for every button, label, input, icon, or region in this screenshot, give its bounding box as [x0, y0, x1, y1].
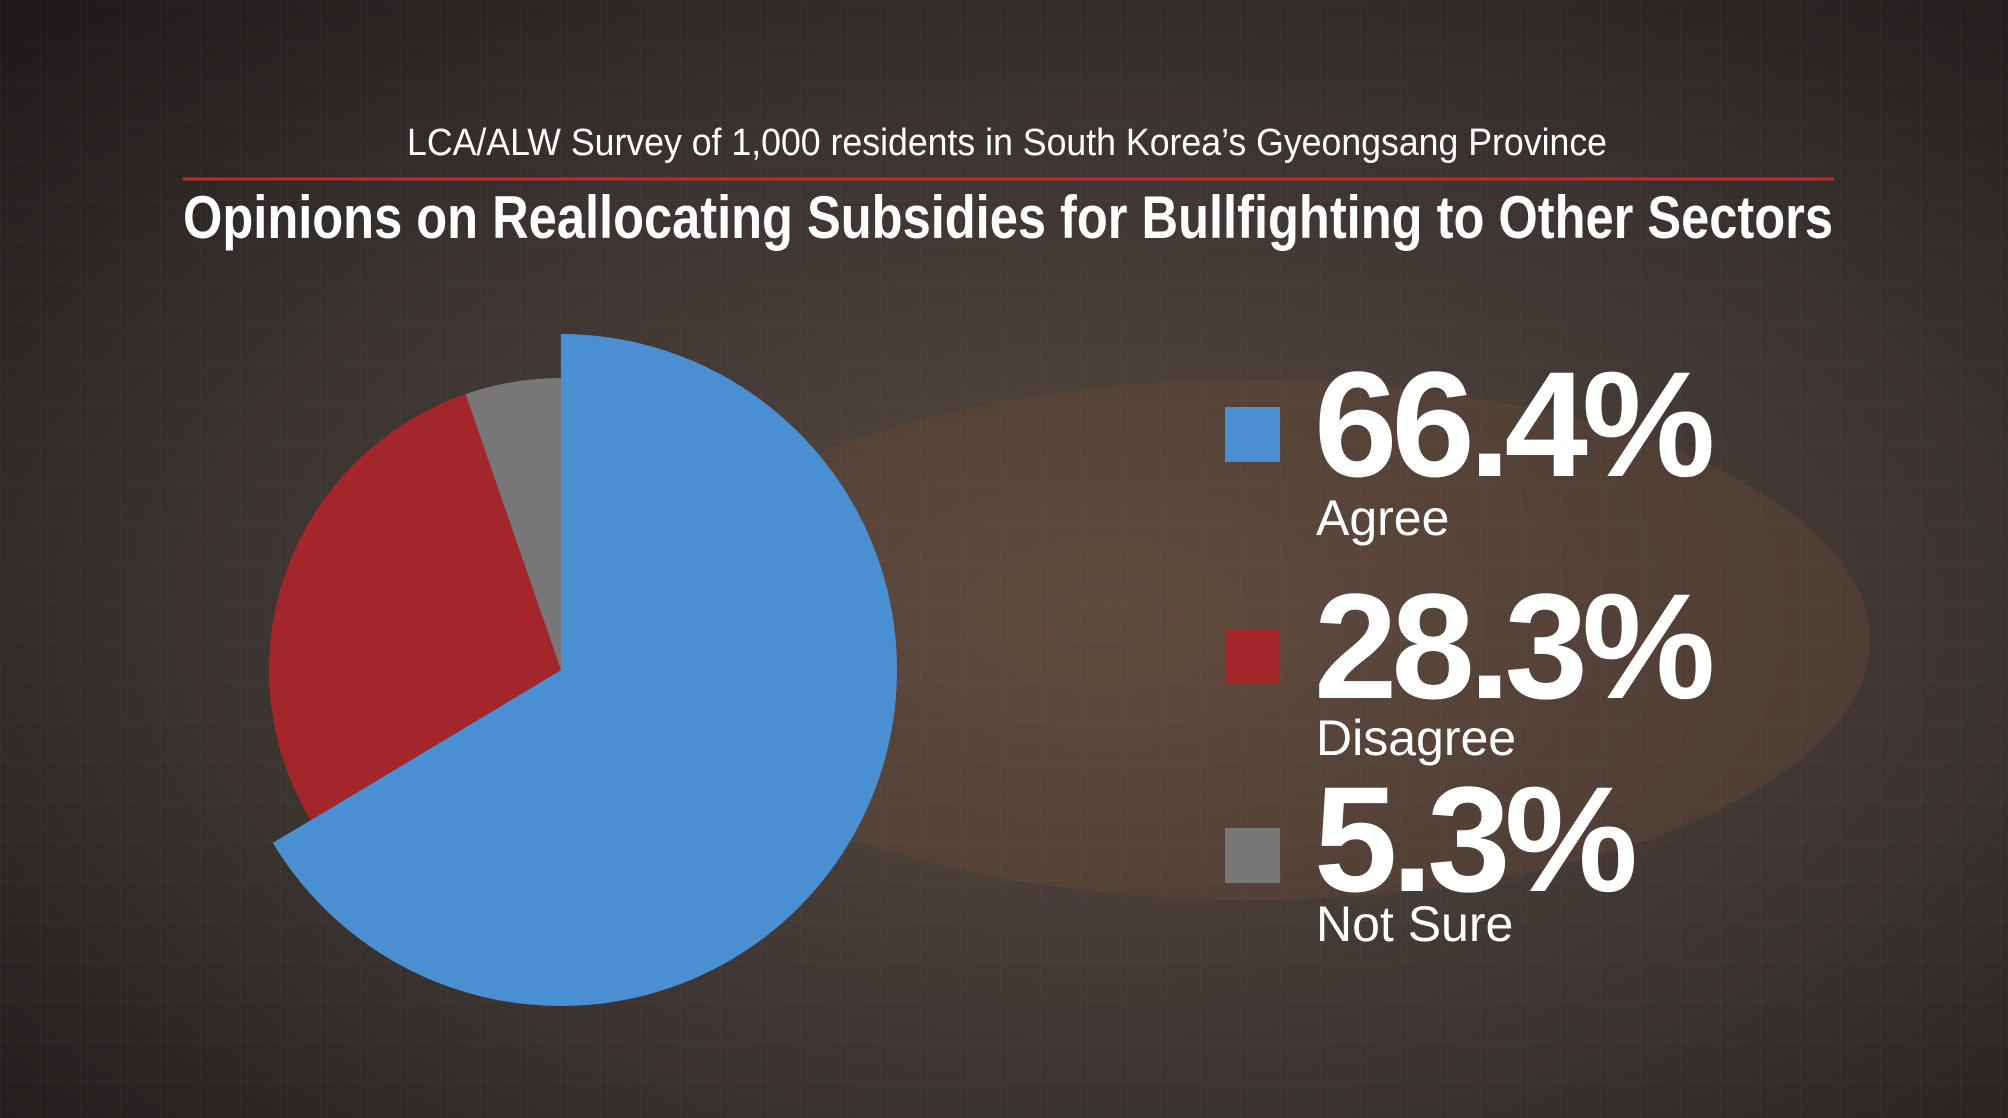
legend-label: Agree: [1316, 490, 1449, 546]
chart-subtitle: LCA/ALW Survey of 1,000 residents in Sou…: [407, 122, 1607, 164]
value-label: 66.4%: [1314, 340, 1712, 508]
chart-title: Opinions on Reallocating Subsidies for B…: [183, 184, 1833, 251]
legend-label: Not Sure: [1316, 896, 1513, 952]
legend-swatch: [1225, 629, 1280, 684]
legend-swatch: [1225, 407, 1280, 462]
value-label: 5.3%: [1314, 755, 1635, 923]
pie-slice: [272, 334, 897, 1006]
pie-slice: [465, 378, 561, 670]
legend-swatch: [1225, 828, 1280, 883]
legend-label: Disagree: [1316, 710, 1516, 766]
pie: [268, 334, 897, 1006]
pie-slice: [268, 394, 561, 821]
value-label: 28.3%: [1314, 562, 1712, 730]
